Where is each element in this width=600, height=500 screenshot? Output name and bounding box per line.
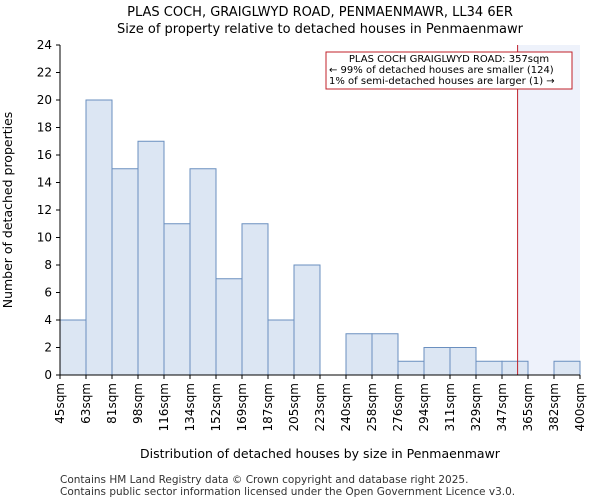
x-tick-label: 329sqm bbox=[469, 383, 483, 431]
y-tick-label: 6 bbox=[44, 286, 52, 300]
y-tick-label: 2 bbox=[44, 341, 52, 355]
y-axis-label: Number of detached properties bbox=[0, 112, 15, 309]
x-tick-label: 169sqm bbox=[235, 383, 249, 431]
bars-group bbox=[59, 99, 581, 376]
bar-205sqm bbox=[293, 264, 321, 376]
x-tick-label: 276sqm bbox=[391, 383, 405, 431]
x-tick-label: 258sqm bbox=[365, 383, 379, 431]
bar-81sqm bbox=[111, 168, 139, 376]
y-tick-label: 12 bbox=[37, 203, 52, 217]
bar-276sqm bbox=[397, 360, 425, 376]
footer-line-1: Contains HM Land Registry data © Crown c… bbox=[60, 474, 468, 486]
y-tick-label: 18 bbox=[37, 121, 52, 135]
y-tick-label: 0 bbox=[44, 368, 52, 382]
y-tick-label: 22 bbox=[37, 66, 52, 80]
x-tick-label: 382sqm bbox=[547, 383, 561, 431]
annotation-line-3: 1% of semi-detached houses are larger (1… bbox=[329, 76, 555, 87]
y-tick-label: 4 bbox=[44, 313, 52, 327]
annotation-line-2: ← 99% of detached houses are smaller (12… bbox=[329, 65, 554, 76]
y-tick-label: 24 bbox=[37, 38, 52, 52]
x-tick-label: 311sqm bbox=[443, 383, 457, 431]
bar-187sqm bbox=[267, 319, 295, 376]
x-tick-label: 223sqm bbox=[313, 383, 327, 431]
bar-63sqm bbox=[85, 99, 113, 376]
y-tick-label: 16 bbox=[37, 148, 52, 162]
chart-title: PLAS COCH, GRAIGLWYD ROAD, PENMAENMAWR, … bbox=[127, 5, 513, 20]
highlight-region bbox=[517, 45, 580, 375]
x-tick-label: 63sqm bbox=[79, 383, 93, 424]
bar-134sqm bbox=[189, 168, 217, 376]
y-tick-label: 20 bbox=[37, 93, 52, 107]
bar-240sqm bbox=[345, 333, 373, 376]
x-tick-label: 294sqm bbox=[417, 383, 431, 431]
x-tick-label: 98sqm bbox=[131, 383, 145, 424]
x-tick-label: 240sqm bbox=[339, 383, 353, 431]
footer-line-2: Contains public sector information licen… bbox=[60, 486, 515, 498]
bar-311sqm bbox=[449, 347, 477, 376]
bar-45sqm bbox=[59, 319, 87, 376]
x-tick-label: 134sqm bbox=[183, 383, 197, 431]
bar-98sqm bbox=[137, 140, 165, 376]
x-tick-label: 400sqm bbox=[573, 383, 587, 431]
bar-347sqm bbox=[501, 360, 529, 376]
bar-294sqm bbox=[423, 347, 451, 376]
x-tick-label: 116sqm bbox=[157, 383, 171, 431]
annotation-line-1: PLAS COCH GRAIGLWYD ROAD: 357sqm bbox=[349, 54, 549, 65]
x-tick-label: 205sqm bbox=[287, 383, 301, 431]
bar-152sqm bbox=[215, 278, 243, 376]
x-tick-label: 187sqm bbox=[261, 383, 275, 431]
bar-382sqm bbox=[553, 360, 581, 376]
y-tick-label: 10 bbox=[37, 231, 52, 245]
x-tick-label: 81sqm bbox=[105, 383, 119, 424]
bar-258sqm bbox=[371, 333, 399, 376]
bar-116sqm bbox=[163, 223, 191, 376]
y-tick-label: 8 bbox=[44, 258, 52, 272]
chart-subtitle: Size of property relative to detached ho… bbox=[117, 22, 524, 37]
bar-329sqm bbox=[475, 360, 503, 376]
bar-169sqm bbox=[241, 223, 269, 376]
y-tick-label: 14 bbox=[37, 176, 52, 190]
x-tick-label: 152sqm bbox=[209, 383, 223, 431]
x-axis-label: Distribution of detached houses by size … bbox=[140, 446, 501, 461]
x-tick-label: 45sqm bbox=[53, 383, 67, 424]
x-axis-ticks: 45sqm 63sqm 81sqm 98sqm 116sqm 134sqm 152sqm 16… bbox=[53, 375, 587, 431]
annotation-box: PLAS COCH GRAIGLWYD ROAD: 357sqm ← 99% o… bbox=[325, 51, 573, 90]
x-tick-label: 365sqm bbox=[521, 383, 535, 431]
x-tick-label: 347sqm bbox=[495, 383, 509, 431]
